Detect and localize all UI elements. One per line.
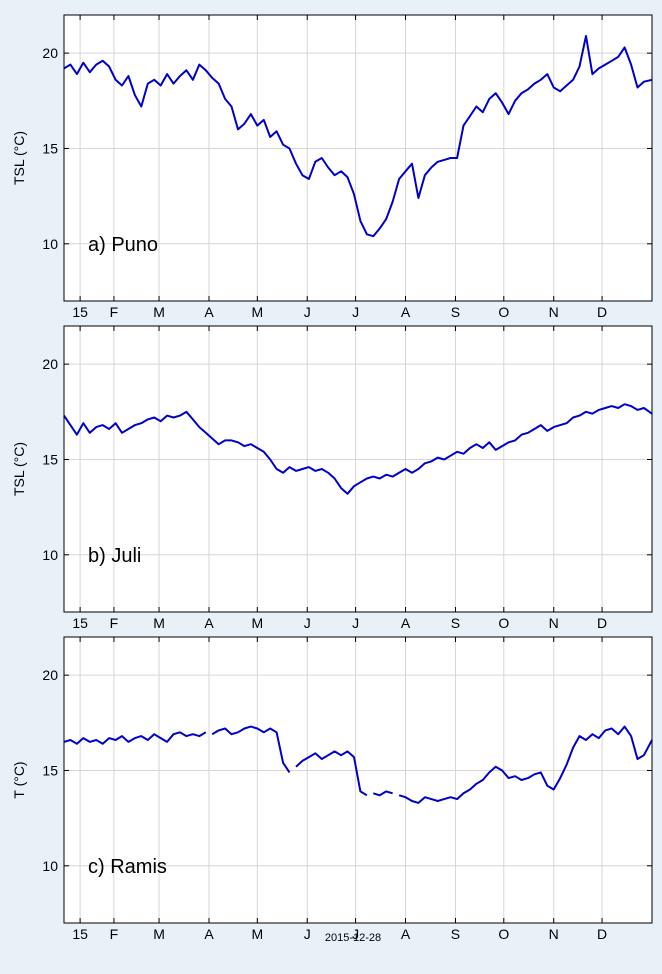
- series-line: [63, 35, 653, 238]
- axes-frame: [63, 636, 653, 924]
- y-tick-label: 15: [42, 762, 58, 778]
- x-tick-label: J: [304, 926, 311, 942]
- x-tick-label: J: [352, 926, 359, 942]
- y-axis-label: T (°C): [11, 761, 27, 798]
- series-line: [63, 403, 653, 495]
- y-tick-label: 15: [42, 451, 58, 467]
- panel-label: a) Puno: [88, 234, 158, 256]
- x-tick-label: J: [352, 304, 359, 320]
- x-tick-label: N: [549, 615, 559, 631]
- x-tick-label: S: [451, 304, 460, 320]
- x-tick-label: 15: [72, 926, 88, 942]
- date-label: 2015-12-28: [325, 932, 381, 944]
- y-tick-label: 10: [42, 547, 58, 563]
- series-line: [63, 731, 207, 745]
- x-tick-label: N: [549, 926, 559, 942]
- x-tick-label: J: [352, 615, 359, 631]
- x-tick-label: M: [153, 615, 165, 631]
- x-tick-label: S: [451, 615, 460, 631]
- x-tick-label: N: [549, 304, 559, 320]
- x-tick-label: D: [597, 304, 607, 320]
- axes-frame: [63, 325, 653, 613]
- x-tick-label: A: [204, 615, 214, 631]
- x-tick-label: M: [251, 304, 263, 320]
- series-line: [211, 725, 291, 773]
- x-tick-label: J: [304, 304, 311, 320]
- x-tick-label: F: [110, 926, 119, 942]
- x-tick-label: A: [401, 926, 411, 942]
- x-tick-label: A: [401, 304, 411, 320]
- x-tick-label: O: [498, 926, 509, 942]
- x-tick-label: A: [401, 615, 411, 631]
- y-axis-label: TSL (°C): [11, 442, 27, 496]
- x-tick-label: M: [153, 926, 165, 942]
- chart-panel-1: 15 F M A M J J A S O N D 10 15 20 TSL (°C) a) Puno: [11, 14, 653, 320]
- y-tick-label: 20: [42, 356, 58, 372]
- series-line: [398, 725, 653, 804]
- y-tick-label: 20: [42, 45, 58, 61]
- x-tick-label: J: [304, 615, 311, 631]
- x-tick-label: 15: [72, 615, 88, 631]
- y-tick-label: 20: [42, 667, 58, 683]
- x-tick-label: S: [451, 926, 460, 942]
- x-tick-label: O: [498, 304, 509, 320]
- x-tick-label: F: [110, 615, 119, 631]
- x-tick-label: M: [251, 926, 263, 942]
- x-tick-label: 15: [72, 304, 88, 320]
- chart-panel-3: 15 F M A M J J A S O N D 10 15 20 T (°C) c) Ramis: [11, 636, 653, 942]
- x-tick-label: F: [110, 304, 119, 320]
- series-line: [373, 790, 393, 797]
- axes-frame: [63, 14, 653, 302]
- x-tick-label: M: [153, 304, 165, 320]
- y-tick-label: 15: [42, 140, 58, 156]
- x-tick-label: D: [597, 926, 607, 942]
- series-line: [295, 750, 368, 797]
- plot-area: [64, 326, 652, 612]
- plot-area: [64, 15, 652, 301]
- y-axis-label: TSL (°C): [11, 131, 27, 185]
- panel-label: b) Juli: [88, 545, 141, 567]
- x-tick-label: M: [251, 615, 263, 631]
- chart-panel-2: 15 F M A M J J A S O N D 10 15 20 TSL (°C) b) Juli: [11, 325, 653, 631]
- x-tick-label: D: [597, 615, 607, 631]
- y-tick-label: 10: [42, 236, 58, 252]
- x-tick-label: A: [204, 926, 214, 942]
- panel-label: c) Ramis: [88, 856, 167, 878]
- y-tick-label: 10: [42, 858, 58, 874]
- x-tick-label: O: [498, 615, 509, 631]
- x-tick-label: A: [204, 304, 214, 320]
